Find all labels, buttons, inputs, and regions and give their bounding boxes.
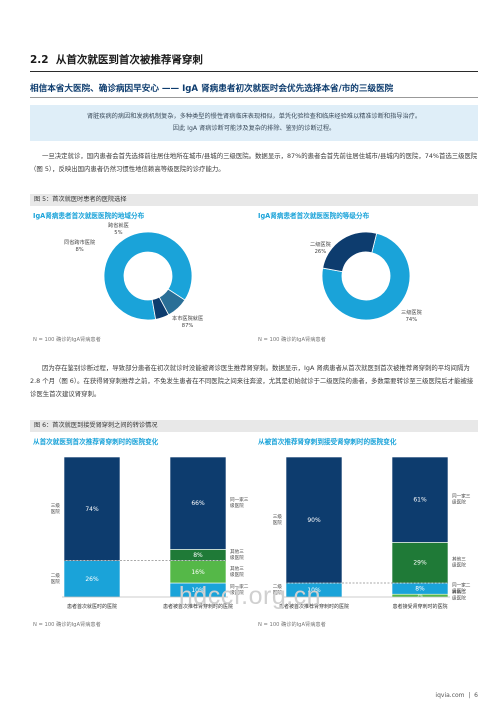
figure-6-title: 图 6：首次就医到接受肾穿刺之间的转诊情况 bbox=[30, 420, 478, 432]
segment-value-label: 10% bbox=[191, 587, 205, 594]
segment-side-label: 同一家三 bbox=[230, 496, 249, 503]
figure-6-source-left: N = 100 确诊的IgA肾病患者 bbox=[33, 622, 101, 628]
segment-value-label: 26% bbox=[85, 576, 99, 583]
segment-side-label: 级医院 bbox=[452, 588, 466, 595]
donut-slice bbox=[151, 296, 170, 320]
donut1-label-cross-city: 同省跨市医院 8% bbox=[64, 240, 96, 253]
chart-1-title: IgA肾病患者首次就医医院的地域分布 bbox=[33, 212, 145, 220]
footer-site: iqvia.com bbox=[435, 692, 465, 699]
callout-line-2: 因此 IgA 肾病诊断可能涉及复杂的排除、鉴别的诊断过程。 bbox=[172, 125, 336, 132]
segment-side-label: 医院 bbox=[273, 589, 283, 596]
donut-charts bbox=[103, 231, 411, 321]
donut1-label-cross-province: 跨省就医 5% bbox=[108, 223, 129, 236]
bar-category-label: 患者被首次推荐肾穿刺时的医院 bbox=[279, 603, 349, 610]
page-number: 6 bbox=[474, 692, 478, 699]
bar-segment bbox=[169, 456, 227, 550]
bar-segment bbox=[285, 456, 343, 584]
key-heading: 相信本省大医院、确诊病因早安心 —— IgA 肾病患者初次就医时会优先选择本省/… bbox=[30, 84, 394, 94]
segment-side-label: 级医院 bbox=[230, 571, 244, 578]
segment-side-label: 医院 bbox=[51, 578, 61, 585]
segment-side-label: 级医院 bbox=[230, 502, 244, 509]
segment-side-label: 其他二 bbox=[452, 589, 466, 596]
segment-value-label: 8% bbox=[415, 586, 425, 593]
footer: iqvia.com | 6 bbox=[435, 692, 478, 699]
figure-5-source-left: N = 100 确诊的IgA肾病患者 bbox=[33, 337, 101, 343]
segment-value-label: 90% bbox=[307, 517, 321, 524]
segment-value-label: 16% bbox=[191, 569, 205, 576]
watermark: hdccf.org.cn bbox=[178, 582, 322, 610]
segment-value-label: 8% bbox=[193, 552, 203, 559]
segment-side-label: 级医院 bbox=[230, 589, 244, 596]
segment-value-label: 29% bbox=[413, 560, 427, 567]
donut1-label-local: 本市医院就医 87% bbox=[172, 316, 204, 329]
section-title-text: 从首次就医到首次被推荐肾穿刺 bbox=[55, 54, 203, 66]
segment-side-label: 其他三 bbox=[452, 556, 466, 563]
segment-value-label: 10% bbox=[307, 587, 321, 594]
donut2-label-tertiary: 三级医院 74% bbox=[401, 310, 422, 323]
section-title: 2.2 从首次就医到首次被推荐肾穿刺 bbox=[30, 52, 203, 67]
bar-segment bbox=[391, 542, 449, 584]
callout-line-1: 肾脏疾病的病因和发病机制复杂，多种类型的慢性肾病临床表现相似，单凭化验检查和临床… bbox=[86, 113, 422, 120]
segment-side-label: 其他三 bbox=[230, 565, 244, 572]
segment-value-label: 61% bbox=[413, 497, 427, 504]
chart-3-title: 从首次就医到首次推荐肾穿刺时的医院变化 bbox=[33, 438, 159, 446]
segment-value-label: 66% bbox=[191, 500, 205, 507]
chart-4-title: 从被首次推荐肾穿刺到接受肾穿刺时的医院变化 bbox=[258, 438, 397, 446]
segment-side-label: 同一家二 bbox=[452, 582, 471, 589]
bar-category-label: 患者接受肾穿刺时的医院 bbox=[392, 603, 447, 610]
callout-box: 肾脏疾病的病因和发病机制复杂，多种类型的慢性肾病临床表现相似，单凭化验检查和临床… bbox=[30, 105, 478, 141]
figure-6-source-right: N = 100 确诊的IgA肾病患者 bbox=[258, 622, 326, 628]
donut-slice bbox=[321, 232, 411, 321]
segment-side-label: 二级 bbox=[273, 583, 283, 590]
segment-side-label: 其他三 bbox=[230, 548, 244, 555]
figure-5-source-right: N = 100 确诊的IgA肾病患者 bbox=[258, 337, 326, 343]
segment-side-label: 级医院 bbox=[452, 595, 466, 602]
donut-slice bbox=[322, 231, 378, 273]
segment-value-label: 74% bbox=[85, 506, 99, 513]
segment-side-label: 医院 bbox=[51, 508, 61, 515]
paragraph-2: 因为存在鉴别诊断过程，导致部分患者在初次就诊时没能被肾诊医生推荐肾穿刺。数据显示… bbox=[30, 364, 474, 398]
segment-side-label: 三级 bbox=[51, 502, 61, 509]
paragraph-1: 一旦决定就诊，国内患者会首先选择前往居住地所在城市/县城的三级医院。数据显示，8… bbox=[30, 152, 478, 173]
bar-category-label: 患者被首次推荐肾穿刺时的医院 bbox=[163, 603, 233, 610]
heading-rule bbox=[30, 97, 478, 98]
segment-side-label: 医院 bbox=[273, 519, 283, 526]
figure-5-title: 图 5：首次就医时患者的医院选择 bbox=[30, 194, 478, 206]
segment-side-label: 二级 bbox=[51, 572, 61, 579]
donut-slice bbox=[103, 231, 193, 321]
segment-side-label: 级医院 bbox=[230, 554, 244, 561]
segment-value-label: 2% bbox=[417, 594, 424, 599]
top-rule bbox=[30, 71, 478, 72]
segment-side-label: 三级 bbox=[273, 513, 283, 520]
bar-segment bbox=[63, 456, 121, 561]
bar-segment bbox=[391, 456, 449, 543]
section-number: 2.2 bbox=[30, 54, 49, 66]
segment-side-label: 同一家二 bbox=[230, 583, 249, 590]
chart-2-title: IgA肾病患者首次就医医院的等级分布 bbox=[258, 212, 370, 220]
donut-level bbox=[321, 231, 411, 321]
segment-side-label: 级医院 bbox=[452, 562, 466, 569]
donut-region bbox=[103, 231, 193, 321]
donut2-label-secondary: 二级医院 26% bbox=[310, 242, 331, 255]
bar-category-label: 患者首次就医时的医院 bbox=[67, 603, 117, 610]
segment-side-label: 同一家三 bbox=[452, 493, 471, 500]
bar-segment bbox=[63, 560, 121, 598]
segment-side-label: 级医院 bbox=[452, 499, 466, 506]
